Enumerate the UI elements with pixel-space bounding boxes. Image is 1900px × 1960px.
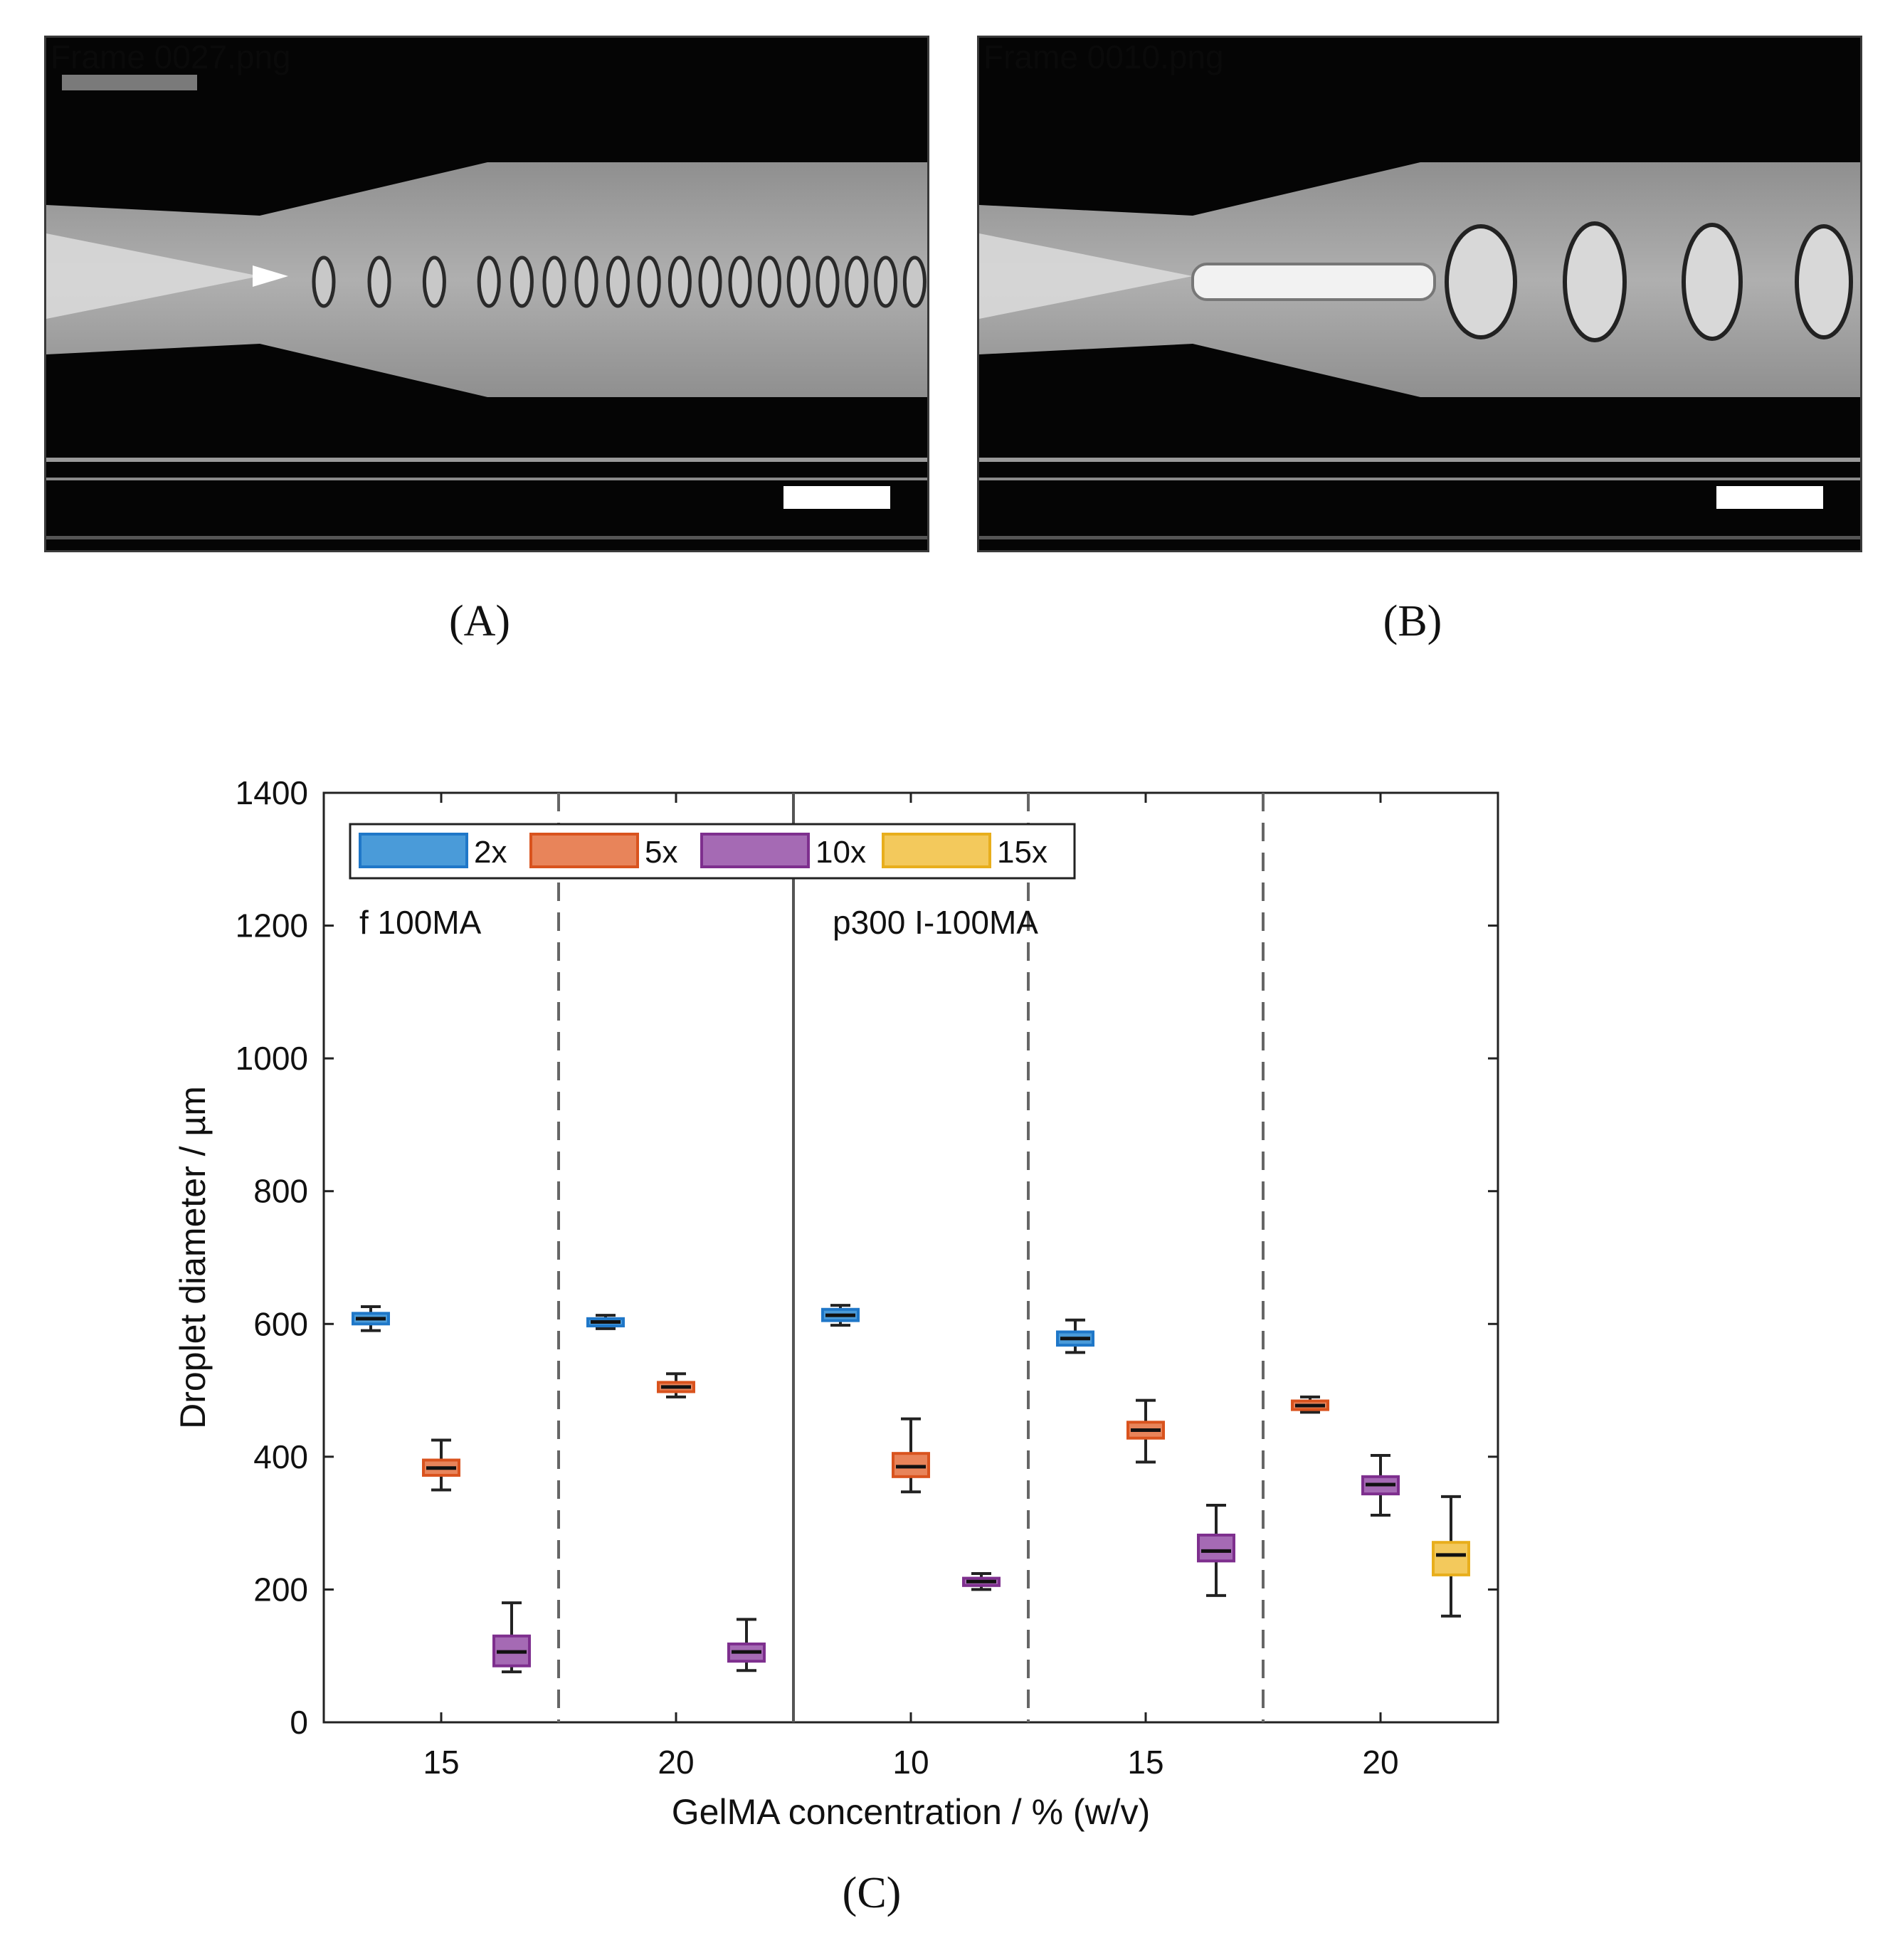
microscopy-image-a: Frame 0027.png [44,36,929,552]
panel-letter-a: (A) [448,597,511,646]
box-body [1432,1541,1470,1576]
box-plot-chart: 0 200 400 600 800 1000 1200 1400 15 20 10 15 20 2x 5… [173,774,1499,1832]
panel-letter-c: (C) [842,1869,902,1917]
y-tick-label: 400 [253,1438,308,1475]
box-10x [727,1618,766,1672]
y-tick-label: 1200 [236,907,308,944]
legend-swatch [529,833,639,868]
x-tick-label: 10 [892,1744,929,1781]
droplet [542,255,566,308]
y-tick-label: 800 [253,1173,308,1210]
channel-image-a [46,38,927,550]
droplet [422,255,446,308]
droplet [606,255,630,308]
legend-label: 2x [474,835,507,870]
legend-label: 10x [816,835,866,870]
box-5x [1291,1395,1329,1414]
microscopy-image-b: Frame 0010.png [977,36,1862,552]
droplet [728,255,752,308]
plot-area [322,791,1499,1724]
droplet [667,255,692,308]
box-10x [962,1572,1001,1591]
x-axis-label: GelMA concentration / % (w/v) [672,1792,1150,1832]
y-axis-label: Droplet diameter / µm [173,1086,213,1429]
box-15x [1432,1495,1470,1618]
box-5x [657,1372,695,1398]
box-5x [892,1417,930,1494]
y-tick-label: 200 [253,1571,308,1608]
legend-label: 15x [997,835,1047,870]
x-tick-label: 15 [423,1744,459,1781]
legend: 2x 5x 10x 15x [349,823,1076,880]
droplet [510,255,534,308]
y-tick-label: 0 [290,1704,308,1741]
box-2x [586,1314,625,1330]
region-label-left: f 100MA [359,904,482,941]
frame-label: Frame 0010.png [983,38,1224,75]
x-axis-ticks: 15 20 10 15 20 [423,793,1399,1781]
panel-letter-b: (B) [1383,597,1442,646]
y-tick-label: 600 [253,1305,308,1342]
droplet [574,255,598,308]
legend-swatch [882,833,991,868]
box-series [352,1304,1470,1674]
droplet [874,255,898,308]
region-label-right: p300 I-100MA [833,904,1038,941]
scale-bar [1716,486,1823,509]
legend-swatch [359,833,468,868]
group-dividers [557,793,1265,1722]
x-tick-label: 20 [1362,1744,1398,1781]
plot-frame [322,791,1499,1724]
droplet [367,255,391,308]
droplet [477,255,501,308]
droplet [312,255,336,308]
legend-swatch [700,833,810,868]
y-axis-ticks: 0 200 400 600 800 1000 1200 1400 [236,774,1498,1741]
box-2x [821,1304,860,1327]
box-2x [1056,1318,1094,1354]
channel-image-b [979,38,1860,550]
scale-bar [783,486,890,509]
box-2x [352,1305,390,1332]
droplet [816,255,840,308]
droplet-train [312,255,927,308]
x-tick-label: 20 [658,1744,694,1781]
box-10x [1197,1503,1235,1597]
droplet [902,255,927,308]
legend-label: 5x [645,835,677,870]
droplet [637,255,661,308]
box-5x [1126,1398,1165,1464]
y-tick-label: 1400 [236,774,308,811]
y-tick-label: 1000 [236,1040,308,1077]
droplet [786,255,811,308]
droplet [845,255,869,308]
box-body [1197,1533,1235,1563]
droplet [698,255,722,308]
droplet [757,255,781,308]
box-10x [492,1601,531,1674]
x-tick-label: 15 [1127,1744,1163,1781]
frame-label: Frame 0027.png [51,38,291,75]
box-10x [1361,1453,1400,1517]
box-5x [422,1438,460,1492]
